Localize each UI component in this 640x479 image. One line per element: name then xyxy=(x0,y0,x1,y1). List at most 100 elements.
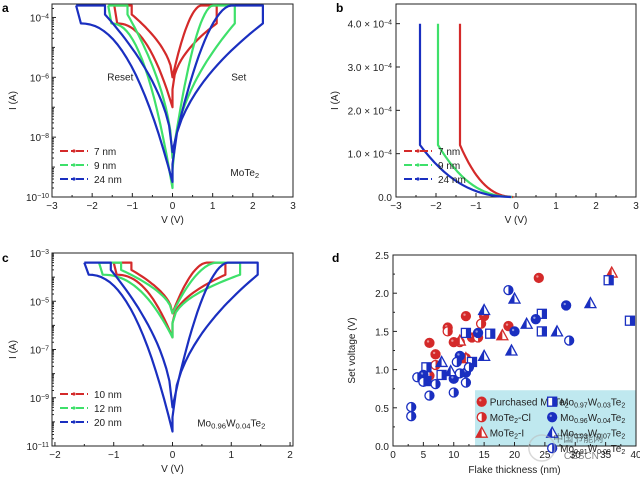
superscript: −4 xyxy=(384,106,392,113)
legend-marker xyxy=(547,396,558,407)
text-span: MoTe xyxy=(490,429,515,440)
text-span: -I xyxy=(518,429,524,440)
text-span: 10 xyxy=(27,442,39,453)
series-curve-20nm xyxy=(83,261,259,433)
subscript: 0.04 xyxy=(597,418,611,425)
marker-half-fill xyxy=(551,325,558,336)
marker-half-fill xyxy=(584,297,591,308)
data-point xyxy=(536,326,547,337)
text-span: (V) xyxy=(168,215,184,226)
text-span: W xyxy=(588,429,598,440)
y-tick-label: 10−9 xyxy=(30,394,49,405)
subscript: 2 xyxy=(514,418,518,425)
legend-marker xyxy=(416,163,420,167)
data-point xyxy=(435,355,449,368)
data-point xyxy=(436,369,447,381)
marker-half-fill xyxy=(468,362,474,372)
text-span: I xyxy=(8,107,19,110)
marker-half-fill xyxy=(435,379,441,389)
panel-label: b xyxy=(336,1,343,15)
x-tick-label: 2 xyxy=(593,201,599,212)
text-span: (A) xyxy=(330,91,341,107)
x-tick-label: 10 xyxy=(448,450,460,461)
legend-marker xyxy=(545,425,559,438)
marker-outline xyxy=(476,396,487,407)
data-point xyxy=(536,308,547,319)
marker-half-fill xyxy=(606,267,612,278)
data-point xyxy=(454,368,465,379)
data-point xyxy=(460,377,472,388)
data-point xyxy=(583,296,598,309)
text-span: 10 xyxy=(30,133,42,144)
text-span: (A) xyxy=(8,340,19,356)
data-point xyxy=(460,327,472,339)
y-tick-label: 10−3 xyxy=(30,249,49,260)
y-tick-label: 1.5 xyxy=(375,327,389,338)
data-point xyxy=(424,390,435,401)
text-span: 4.0 × 10 xyxy=(348,20,385,31)
marker-half-fill xyxy=(471,357,477,367)
data-point xyxy=(495,328,509,341)
x-tick-label: −2 xyxy=(430,201,442,212)
legend-label: MoTe2-Cl xyxy=(490,413,531,425)
x-tick-label: 2 xyxy=(250,201,256,212)
data-point xyxy=(430,378,441,390)
y-tick-label: 2.0 × 10−4 xyxy=(348,106,393,117)
panel-d: d 0 5 10 15 20 25 30 35 40 0.0 0.5 1.0 1.5 2.0 2.5 Flake… xyxy=(332,251,640,476)
superscript: −11 xyxy=(38,442,49,449)
series-curve-7nm xyxy=(458,23,514,199)
series-curve-24nm xyxy=(418,23,512,199)
subscript: 0.96 xyxy=(211,422,226,431)
superscript: −8 xyxy=(41,133,49,140)
legend-marker xyxy=(476,412,487,423)
watermark-subtext: CESCN xyxy=(564,451,599,462)
x-tick-label: 0 xyxy=(170,450,176,461)
marker-half-fill xyxy=(481,319,486,329)
y-tick-label: 10−6 xyxy=(30,73,49,84)
superscript: −5 xyxy=(41,297,49,304)
marker-outline xyxy=(472,327,484,339)
text-span: 3.0 × 10 xyxy=(348,63,385,74)
x-tick-label: 3 xyxy=(290,201,296,212)
text-span: 1.0 × 10 xyxy=(348,150,385,161)
text-span: Mo xyxy=(197,419,211,430)
marker-highlight xyxy=(479,399,482,402)
text-span: 10 xyxy=(30,297,42,308)
legend-marker xyxy=(72,392,76,396)
marker-half-fill xyxy=(441,370,447,380)
text-span: Te xyxy=(611,413,622,424)
data-point xyxy=(448,387,459,398)
y-axis-label: Set voltage (V) xyxy=(347,317,358,383)
legend-label: 9 nm xyxy=(438,161,460,172)
marker-half-fill xyxy=(541,309,547,319)
subscript: 2 xyxy=(621,402,625,409)
text-span: V xyxy=(161,215,168,226)
subscript: 0.91 xyxy=(574,449,588,456)
superscript: −4 xyxy=(384,150,392,157)
subscript: 0.09 xyxy=(597,449,611,456)
x-axis-label: V (V) xyxy=(505,215,528,226)
subscript: 2 xyxy=(261,422,265,431)
marker-half-fill xyxy=(508,285,513,295)
y-tick-label: 10−8 xyxy=(30,133,49,144)
marker-half-fill xyxy=(411,411,416,421)
text-span: -Cl xyxy=(518,413,531,424)
x-tick-label: 25 xyxy=(539,450,551,461)
data-point xyxy=(424,337,435,349)
marker-half-fill xyxy=(478,304,485,315)
subscript: 2 xyxy=(514,433,518,440)
marker-half-fill xyxy=(465,378,471,388)
marker-outline xyxy=(533,272,544,284)
marker-highlight xyxy=(549,414,552,417)
x-tick-label: 1 xyxy=(553,201,559,212)
marker-highlight xyxy=(451,376,454,379)
watermark-text: 中国节能网 xyxy=(553,432,603,445)
y-tick-label: 4.0 × 10−4 xyxy=(348,20,393,31)
material-label: MoTe2 xyxy=(230,168,259,180)
y-tick-label: 10−7 xyxy=(30,345,49,356)
superscript: −7 xyxy=(41,345,49,352)
text-span: I xyxy=(330,107,341,110)
y-tick-label: 0.5 xyxy=(375,404,389,415)
text-span: Mo xyxy=(560,429,574,440)
